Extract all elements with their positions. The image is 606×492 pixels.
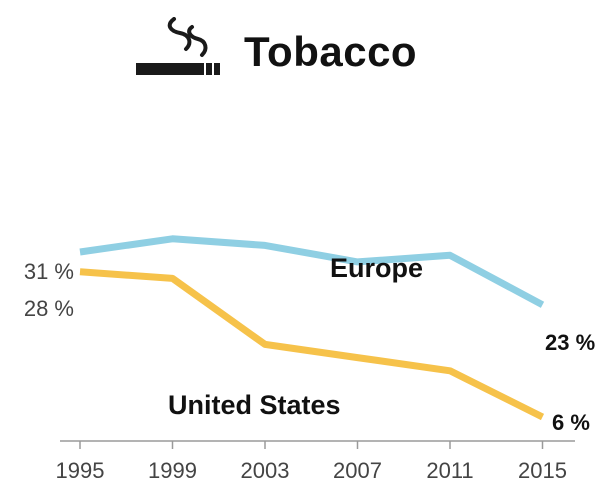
x-tick-label: 2003: [241, 458, 290, 483]
series-line-europe: [79, 235, 545, 308]
series-labels: 31 % 28 % 23 % 6 % Europe United States: [24, 253, 595, 435]
us-end-label: 6 %: [552, 410, 590, 435]
europe-series-label: Europe: [330, 253, 423, 283]
x-axis-ticks: 1995 1999 2003 2007 2011 2015: [56, 441, 567, 483]
x-tick-label: 2007: [333, 458, 382, 483]
us-start-label: 28 %: [24, 296, 74, 321]
x-tick-label: 2011: [426, 458, 473, 483]
europe-start-label: 31 %: [24, 259, 74, 284]
smoking-icon: [136, 17, 220, 75]
europe-end-label: 23 %: [545, 330, 595, 355]
series-lines: [79, 235, 545, 421]
x-tick-label: 1999: [148, 458, 197, 483]
chart-header: Tobacco: [130, 12, 417, 92]
series-line-united-states: [79, 268, 545, 421]
chart-title: Tobacco: [244, 28, 418, 75]
x-tick-label: 1995: [56, 458, 105, 483]
us-series-label: United States: [168, 390, 341, 420]
x-tick-label: 2015: [518, 458, 567, 483]
